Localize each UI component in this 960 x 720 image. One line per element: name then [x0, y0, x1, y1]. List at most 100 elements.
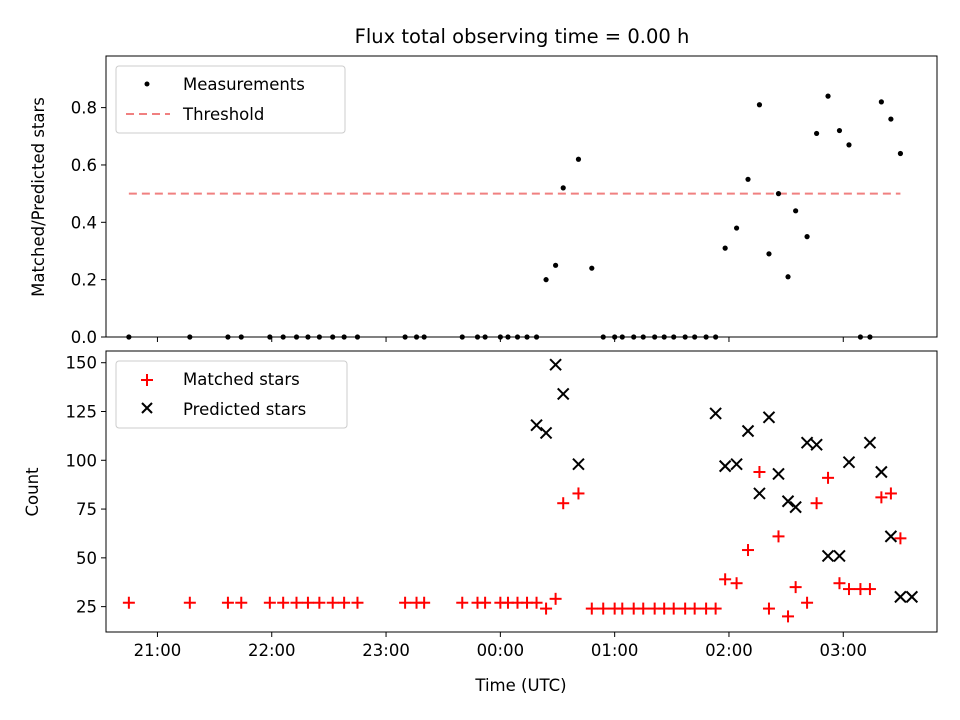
predicted-star-point [842, 456, 856, 469]
measurement-point [612, 334, 618, 340]
matched-star-point [549, 592, 562, 605]
measurement-point [413, 334, 420, 340]
predicted-star-point [894, 590, 907, 604]
legend-measurements-marker [144, 81, 150, 87]
measurement-point [766, 251, 772, 257]
measurement-point [514, 334, 521, 340]
measurement-point [785, 274, 791, 280]
top-plot-frame [105, 55, 938, 338]
bottom-ytick-label: 100 [66, 451, 98, 470]
top-ytick-label: 0.0 [71, 328, 97, 347]
measurement-point [703, 334, 709, 340]
measurement-point [293, 334, 300, 340]
legend-threshold-label: Threshold [182, 105, 264, 124]
predicted-star-point [833, 549, 846, 563]
predicted-star-point [905, 590, 919, 604]
predicted-star-point [863, 436, 877, 449]
measurement-point [867, 334, 873, 340]
matched-star-point [742, 544, 755, 557]
predicted-star-point [741, 424, 755, 438]
measurement-point [126, 334, 132, 340]
legend-predicted-marker [141, 402, 153, 414]
measurement-point [482, 334, 488, 340]
measurement-point [631, 334, 637, 340]
measurement-point [497, 334, 503, 340]
measurement-point [640, 334, 646, 340]
measurement-point [745, 176, 751, 182]
measurement-point [474, 334, 481, 340]
bottom-xtick-label: 22:00 [248, 641, 296, 660]
measurement-point [225, 334, 231, 340]
predicted-star-point [539, 426, 553, 440]
bottom-ytick-label: 50 [76, 549, 97, 568]
top-ytick-label: 0.6 [71, 156, 97, 175]
matched-star-point [326, 596, 339, 609]
bottom-xtick-label: 02:00 [705, 641, 753, 660]
matched-star-point [667, 602, 680, 615]
matched-star-point [456, 596, 469, 609]
predicted-star-point [572, 457, 585, 471]
matched-star-point [863, 583, 876, 596]
measurement-point [793, 208, 799, 214]
measurement-point [733, 225, 740, 231]
measurement-point [354, 334, 361, 340]
bottom-ytick-label: 125 [66, 402, 98, 421]
matched-star-point [894, 532, 907, 545]
measurement-point [661, 334, 667, 340]
matched-star-point [585, 602, 598, 615]
bottom-xtick-label: 01:00 [591, 641, 639, 660]
matched-star-point [884, 487, 897, 500]
matched-star-point [616, 602, 629, 615]
measurement-point [280, 334, 286, 340]
measurement-point [897, 150, 904, 157]
predicted-star-point [557, 387, 570, 401]
measurement-point [692, 334, 698, 340]
measurement-point [600, 334, 606, 340]
legend-matched-label: Matched stars [183, 370, 300, 389]
matched-star-point [183, 596, 196, 609]
predicted-star-point [530, 418, 543, 432]
matched-star-point [782, 610, 795, 623]
bottom-ytick-label: 25 [76, 598, 97, 617]
predicted-star-point [772, 467, 785, 481]
predicted-star-point [718, 459, 732, 473]
matched-star-point [479, 596, 492, 609]
bottom-x-ticks: 21:00 22:00 23:00 00:00 01:00 02:00 03:00 [134, 632, 867, 660]
measurement-point [341, 334, 347, 340]
measurement-point [857, 334, 864, 340]
count-points [122, 358, 919, 623]
bottom-ylabel: Count [23, 467, 42, 517]
measurement-point [305, 334, 311, 340]
matched-star-point [122, 596, 135, 609]
measurement-point [619, 334, 625, 340]
matched-star-point [789, 581, 802, 594]
measurement-point [505, 334, 511, 340]
measurement-point [836, 127, 843, 134]
matched-star-point [597, 602, 610, 615]
matched-star-point [263, 596, 276, 609]
bottom-legend-frame [115, 360, 348, 429]
legend-predicted-label: Predicted stars [183, 400, 306, 419]
matched-star-point [277, 596, 290, 609]
measurement-point [560, 185, 566, 191]
measurement-point [553, 262, 559, 268]
measurement-point [402, 334, 408, 340]
matched-star-point [833, 577, 846, 590]
measurement-point [187, 334, 193, 340]
matched-star-point [810, 497, 823, 510]
matched-star-point [753, 465, 766, 478]
predicted-star-point [762, 411, 776, 424]
predicted-star-point [810, 438, 823, 451]
bottom-ytick-label: 75 [76, 500, 97, 519]
matched-star-point [637, 602, 650, 615]
measurement-point [533, 334, 540, 340]
matched-star-point [530, 596, 543, 609]
bottom-plot-frame [105, 350, 938, 633]
predicted-star-point [730, 457, 743, 471]
measurement-point [524, 334, 530, 340]
matched-star-point [540, 602, 553, 615]
matched-star-point [719, 573, 732, 586]
matched-star-point [221, 596, 234, 609]
matched-star-point [762, 602, 775, 615]
measurement-point [804, 234, 810, 240]
